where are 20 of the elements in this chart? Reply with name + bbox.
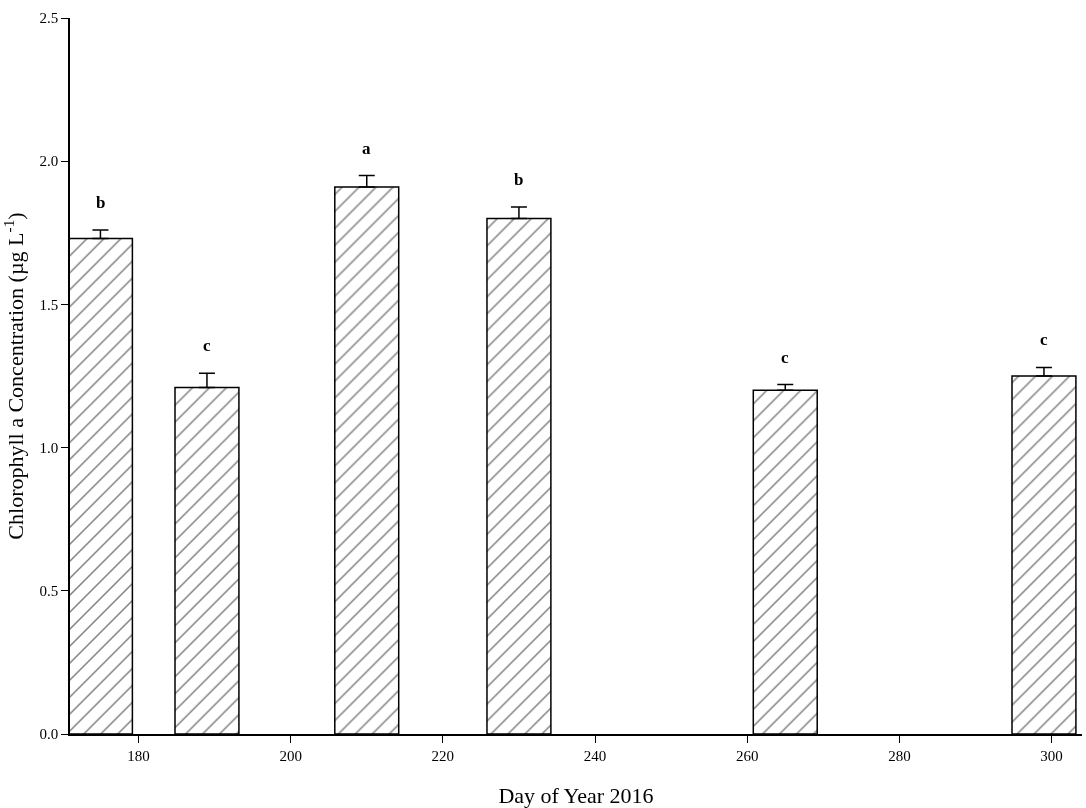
x-tick-label: 300	[1040, 747, 1063, 764]
annotation: b	[96, 193, 106, 212]
y-tick-label: 0.0	[39, 726, 59, 743]
y-tick-label: 0.5	[39, 583, 59, 600]
x-axis-title: Day of Year 2016	[498, 783, 654, 808]
annotation: b	[514, 170, 524, 189]
x-tick-label: 200	[279, 747, 302, 764]
y-tick-label: 1.5	[39, 296, 59, 313]
y-tick-label: 2.5	[39, 10, 59, 27]
x-tick-label: 220	[431, 747, 455, 764]
x-tick-label: 280	[888, 747, 911, 764]
x-tick-label: 180	[127, 747, 150, 764]
annotation: a	[362, 139, 371, 158]
x-tick-label: 260	[735, 747, 759, 764]
annotation: c	[781, 348, 789, 367]
annotation: c	[1040, 330, 1048, 349]
x-tick-label: 240	[583, 747, 607, 764]
y-tick-label: 2.0	[39, 153, 59, 170]
y-tick-label: 1.0	[39, 439, 59, 456]
annotation: c	[203, 336, 211, 355]
